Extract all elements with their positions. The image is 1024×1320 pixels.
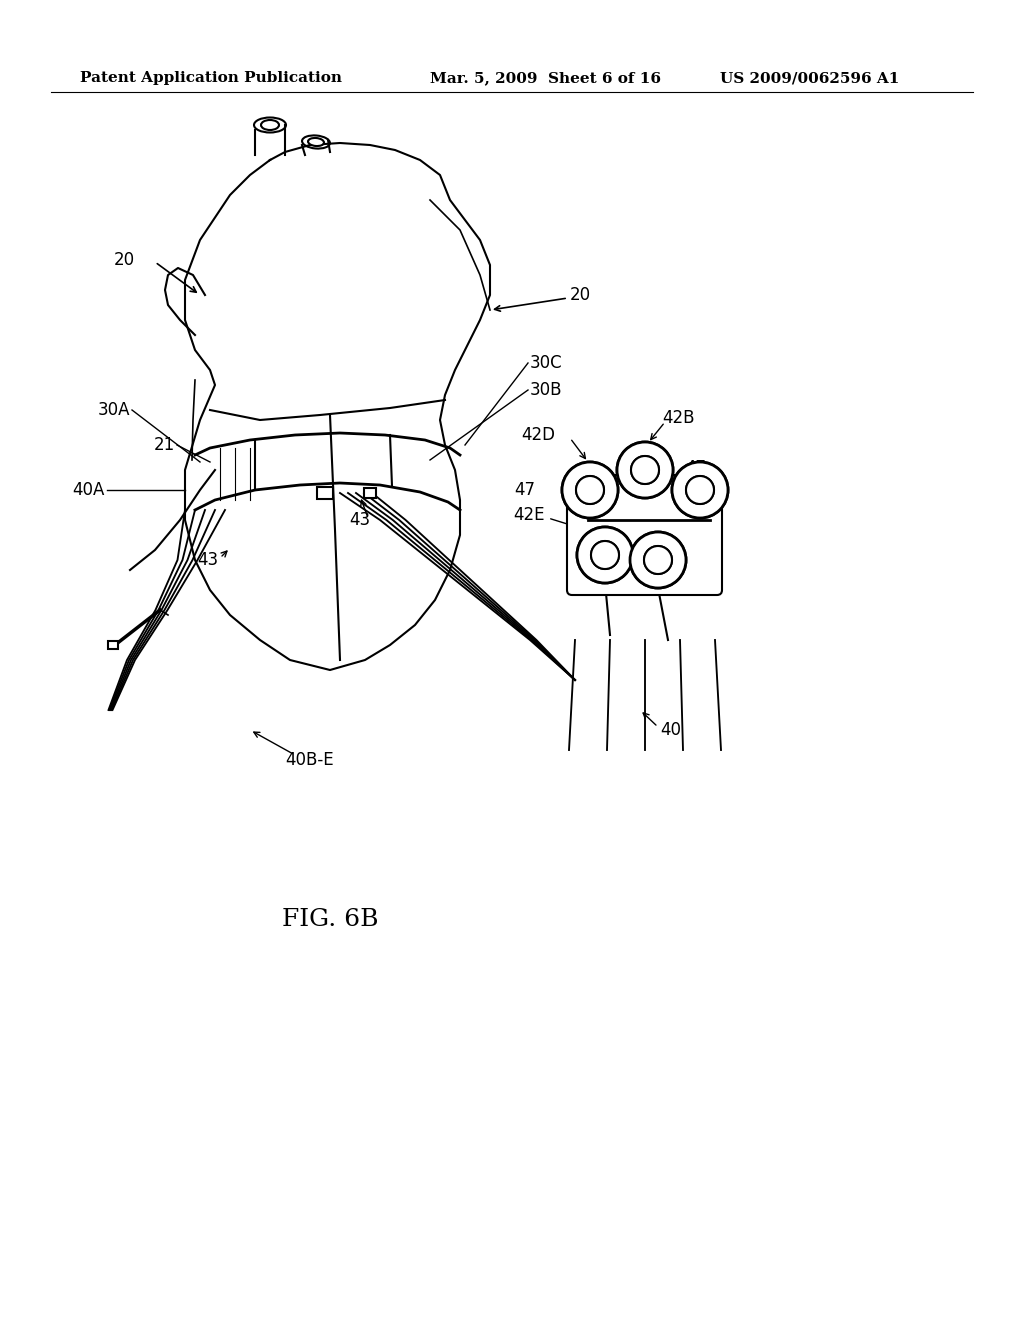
Ellipse shape xyxy=(308,139,324,147)
Text: 43: 43 xyxy=(197,550,218,569)
Text: Mar. 5, 2009  Sheet 6 of 16: Mar. 5, 2009 Sheet 6 of 16 xyxy=(430,71,662,84)
Text: 43: 43 xyxy=(670,561,691,579)
Circle shape xyxy=(630,532,686,587)
Text: 30C: 30C xyxy=(530,354,562,372)
Circle shape xyxy=(577,527,633,583)
Circle shape xyxy=(686,477,714,504)
Circle shape xyxy=(644,546,672,574)
Text: 47: 47 xyxy=(685,459,706,477)
Text: 21: 21 xyxy=(154,436,175,454)
Circle shape xyxy=(562,462,618,517)
Circle shape xyxy=(672,462,728,517)
Circle shape xyxy=(630,532,686,587)
FancyBboxPatch shape xyxy=(567,475,722,595)
FancyBboxPatch shape xyxy=(317,487,333,499)
Circle shape xyxy=(644,546,672,574)
Circle shape xyxy=(672,462,728,517)
Text: 47: 47 xyxy=(514,480,535,499)
Text: 40B-E: 40B-E xyxy=(286,751,334,770)
Text: 42C: 42C xyxy=(685,525,718,544)
Circle shape xyxy=(562,462,618,517)
Text: 20: 20 xyxy=(114,251,135,269)
Text: 40A: 40A xyxy=(73,480,105,499)
Text: 40: 40 xyxy=(660,721,681,739)
Circle shape xyxy=(617,442,673,498)
Circle shape xyxy=(591,541,618,569)
Text: 42D: 42D xyxy=(521,426,555,444)
Circle shape xyxy=(575,477,604,504)
Circle shape xyxy=(617,442,673,498)
Circle shape xyxy=(631,455,659,484)
Text: 42B: 42B xyxy=(662,409,694,426)
Ellipse shape xyxy=(261,120,279,129)
Text: 43: 43 xyxy=(685,541,707,558)
Circle shape xyxy=(575,477,604,504)
Text: 20: 20 xyxy=(570,286,591,304)
Text: 30B: 30B xyxy=(530,381,562,399)
Text: US 2009/0062596 A1: US 2009/0062596 A1 xyxy=(720,71,899,84)
Text: 42E: 42E xyxy=(513,506,545,524)
Text: FIG. 6B: FIG. 6B xyxy=(282,908,378,932)
FancyBboxPatch shape xyxy=(108,642,118,649)
Text: 43: 43 xyxy=(349,511,370,529)
Text: Patent Application Publication: Patent Application Publication xyxy=(80,71,342,84)
Text: 30A: 30A xyxy=(97,401,130,418)
Circle shape xyxy=(591,541,618,569)
Circle shape xyxy=(631,455,659,484)
FancyBboxPatch shape xyxy=(364,488,376,498)
Circle shape xyxy=(686,477,714,504)
Circle shape xyxy=(577,527,633,583)
